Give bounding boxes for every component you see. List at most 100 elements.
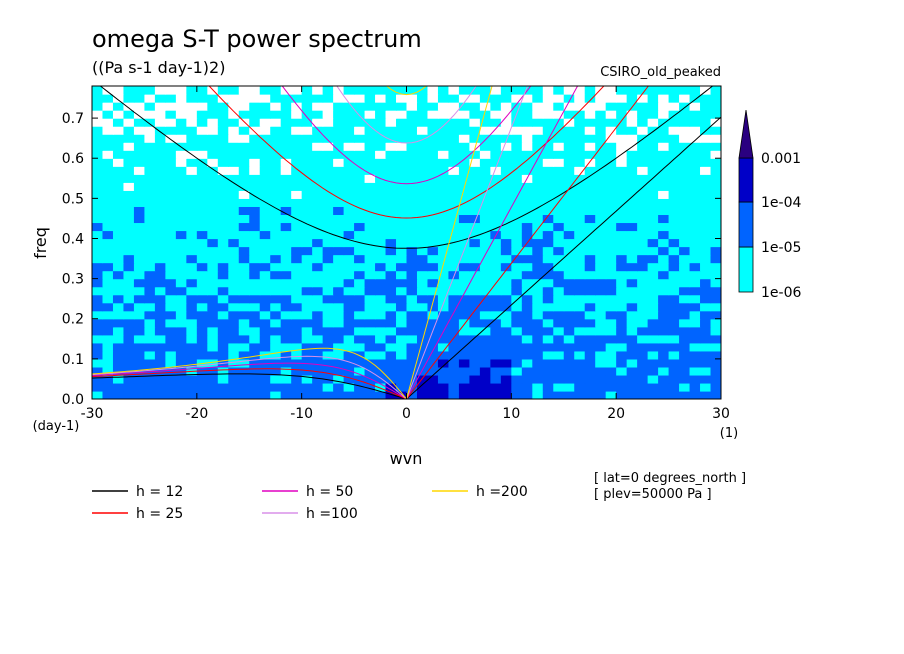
heatmap-cell <box>249 302 261 312</box>
heatmap-cell <box>553 94 565 103</box>
heatmap-cell <box>186 134 198 143</box>
heatmap-cell <box>396 142 408 151</box>
heatmap-cell <box>280 166 292 175</box>
heatmap-cell <box>532 390 544 399</box>
heatmap-cell <box>133 270 146 280</box>
heatmap-cell <box>679 118 691 127</box>
heatmap-cell <box>92 166 104 175</box>
heatmap-cell <box>668 190 680 199</box>
heatmap-cell <box>112 382 125 392</box>
heatmap-cell <box>112 342 125 352</box>
heatmap-cell <box>479 254 491 264</box>
heatmap-cell <box>322 294 334 304</box>
heatmap-cell <box>437 382 450 392</box>
heatmap-cell <box>416 206 429 216</box>
heatmap-cell <box>364 326 376 336</box>
heatmap-cell <box>710 350 721 360</box>
heatmap-cell <box>333 110 345 119</box>
heatmap-cell <box>270 286 282 296</box>
heatmap-cell <box>689 390 701 399</box>
heatmap-cell <box>563 110 575 119</box>
heatmap-cell <box>458 246 470 256</box>
heatmap-cell <box>92 326 104 336</box>
heatmap-cell <box>165 94 177 103</box>
heatmap-cell <box>595 230 607 240</box>
heatmap-cell <box>396 366 408 376</box>
heatmap-cell <box>595 326 607 336</box>
heatmap-cell <box>668 238 680 248</box>
heatmap-cell <box>291 206 303 216</box>
heatmap-cell <box>312 214 324 224</box>
heatmap-cell <box>458 382 470 392</box>
heatmap-cell <box>312 198 324 207</box>
heatmap-cell <box>679 310 691 320</box>
heatmap-cell <box>458 238 470 248</box>
heatmap-cell <box>479 166 491 175</box>
heatmap-cell <box>249 134 261 143</box>
heatmap-cell <box>490 142 502 151</box>
heatmap-cell <box>270 230 282 240</box>
heatmap-cell <box>112 358 125 368</box>
heatmap-cell <box>542 214 554 224</box>
heatmap-cell <box>479 94 491 103</box>
heatmap-cell <box>689 94 701 103</box>
heatmap-cell <box>228 310 240 320</box>
heatmap-cell <box>532 294 544 304</box>
heatmap-cell <box>584 318 596 328</box>
heatmap-cell <box>595 110 607 119</box>
heatmap-cell <box>647 246 659 256</box>
heatmap-cell <box>584 142 596 151</box>
heatmap-cell <box>511 198 523 207</box>
heatmap-cell <box>259 150 271 159</box>
heatmap-cell <box>154 158 166 167</box>
heatmap-cell <box>689 366 701 376</box>
heatmap-cell <box>563 278 575 288</box>
heatmap-cell <box>563 366 575 376</box>
heatmap-cell <box>312 262 324 272</box>
heatmap-cell <box>385 118 397 127</box>
heatmap-cell <box>553 350 565 360</box>
heatmap-cell <box>521 166 533 175</box>
heatmap-cell <box>396 286 408 296</box>
heatmap-cell <box>689 110 701 119</box>
heatmap-cell <box>123 286 135 296</box>
heatmap-cell <box>500 350 512 360</box>
heatmap-cell <box>333 222 345 232</box>
heatmap-cell <box>542 350 554 360</box>
heatmap-cell <box>490 254 502 264</box>
heatmap-cell <box>375 86 387 95</box>
heatmap-cell <box>154 150 166 159</box>
heatmap-cell <box>301 278 313 288</box>
heatmap-cell <box>322 358 334 368</box>
heatmap-cell <box>396 350 408 360</box>
heatmap-cell <box>175 358 187 368</box>
heatmap-cell <box>521 390 533 399</box>
heatmap-cell <box>616 294 628 304</box>
heatmap-cell <box>553 230 565 240</box>
heatmap-cell <box>437 270 450 280</box>
heatmap-cell <box>207 262 219 272</box>
heatmap-cell <box>679 182 691 191</box>
heatmap-cell <box>196 350 208 360</box>
heatmap-cell <box>133 94 146 103</box>
heatmap-cell <box>637 198 649 207</box>
heatmap-cell <box>333 374 345 384</box>
heatmap-cell <box>322 174 334 183</box>
heatmap-cell <box>144 254 156 264</box>
heatmap-cell <box>689 230 701 240</box>
heatmap-cell <box>186 390 198 399</box>
heatmap-cell <box>647 254 659 264</box>
heatmap-cell <box>647 390 659 399</box>
heatmap-cell <box>228 110 240 119</box>
heatmap-cell <box>490 222 502 232</box>
heatmap-cell <box>133 102 146 111</box>
heatmap-cell <box>322 158 334 167</box>
heatmap-cell <box>207 238 219 248</box>
heatmap-cell <box>479 326 491 336</box>
heatmap-cell <box>259 142 271 151</box>
heatmap-cell <box>647 126 659 135</box>
heatmap-cell <box>175 86 187 95</box>
heatmap-cell <box>658 102 670 111</box>
heatmap-cell <box>406 342 418 352</box>
heatmap-cell <box>584 158 596 167</box>
